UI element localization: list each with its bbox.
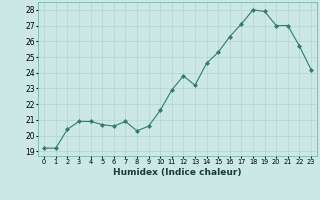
X-axis label: Humidex (Indice chaleur): Humidex (Indice chaleur) <box>113 168 242 177</box>
